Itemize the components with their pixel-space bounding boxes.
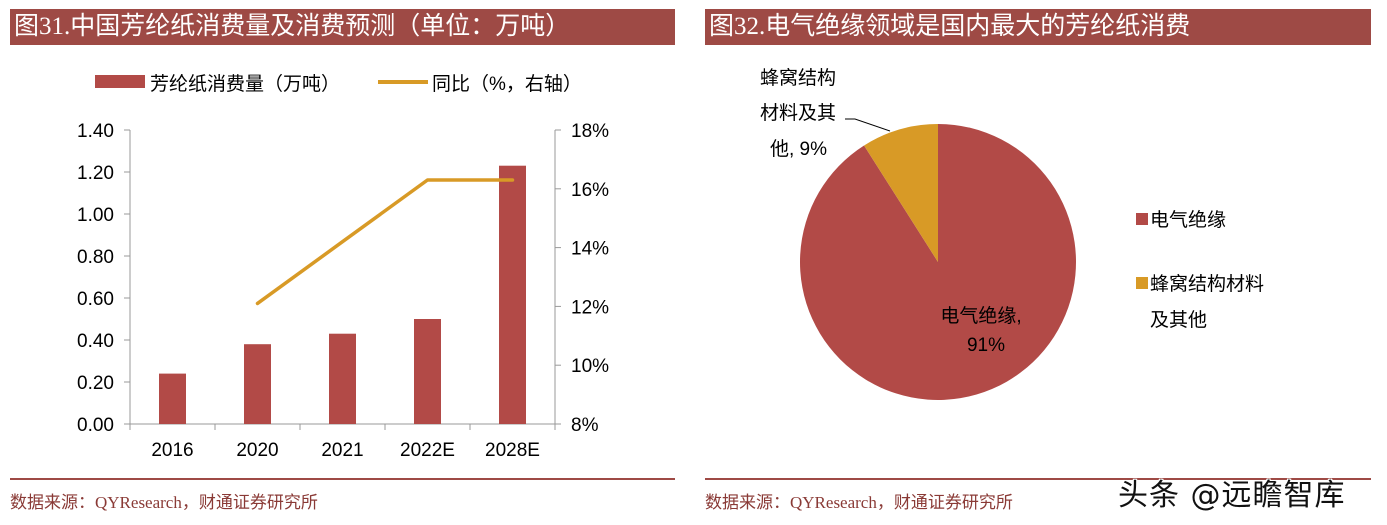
- legend-swatch: [1136, 213, 1148, 225]
- y-tick-label: 1.40: [77, 121, 114, 142]
- y-tick-label: 1.20: [77, 163, 114, 184]
- watermark: 头条 @远瞻智库: [1118, 478, 1346, 513]
- footer-divider: [10, 478, 675, 480]
- chart-title: 图32.电气绝缘领域是国内最大的芳纶纸消费: [705, 9, 1371, 45]
- svg-text:材料及其: 材料及其: [760, 102, 836, 124]
- legend-label: 及其他: [1150, 309, 1207, 331]
- y2-tick-label: 12%: [571, 297, 609, 318]
- legend-label: 蜂窝结构材料: [1150, 273, 1264, 295]
- data-source: 数据来源：QYResearch，财通证券研究所: [705, 493, 1013, 512]
- footer-divider: [705, 478, 1371, 480]
- right-chart-panel: 图32.电气绝缘领域是国内最大的芳纶纸消费 电气绝缘, 91% 蜂窝结构材料及其他,…: [695, 0, 1387, 525]
- x-tick-label: 2028E: [485, 440, 540, 461]
- bar: [499, 165, 526, 424]
- x-axis: 2016 2020 2021 2022E 2028E: [124, 423, 556, 461]
- legend-label: 芳纶纸消费量（万吨）: [150, 73, 340, 95]
- bar: [329, 333, 356, 424]
- legend-swatch: [1136, 277, 1148, 289]
- chart-title: 图31.中国芳纶纸消费量及消费预测（单位：万吨）: [10, 9, 675, 45]
- y-tick-label: 0.40: [77, 331, 114, 352]
- y2-tick-label: 16%: [571, 180, 609, 201]
- left-y-axis: 0.00 0.20 0.40 0.60 0.80 1.00 1.20 1.40: [77, 121, 131, 436]
- y-tick-label: 0.60: [77, 289, 114, 310]
- y2-tick-label: 14%: [571, 239, 609, 260]
- y-tick-label: 1.00: [77, 205, 114, 226]
- x-tick-label: 2022E: [400, 440, 455, 461]
- chart-legend: 芳纶纸消费量（万吨） 同比（%，右轴）: [95, 73, 582, 95]
- legend-label: 电气绝缘: [1150, 209, 1226, 231]
- x-tick-label: 2020: [236, 440, 278, 461]
- pie-slice: [864, 124, 938, 262]
- y-tick-label: 0.20: [77, 373, 114, 394]
- y2-tick-label: 18%: [571, 121, 609, 142]
- svg-text:91%: 91%: [967, 335, 1005, 356]
- leader-line: [845, 118, 891, 132]
- bar: [159, 373, 186, 424]
- legend-bar-swatch: [95, 75, 145, 88]
- svg-text:他, 9%: 他, 9%: [770, 138, 827, 160]
- svg-text:蜂窝结构: 蜂窝结构: [760, 67, 836, 89]
- bar-line-chart: 芳纶纸消费量（万吨） 同比（%，右轴） 0.00 0.20 0.40 0.60 0.80 1.…: [77, 73, 609, 461]
- y2-tick-label: 8%: [571, 415, 599, 436]
- y-tick-label: 0.80: [77, 247, 114, 268]
- data-source: 数据来源：QYResearch，财通证券研究所: [10, 493, 318, 512]
- right-y-axis: 8% 10% 12% 14% 16% 18%: [554, 121, 609, 436]
- legend-label: 同比（%，右轴）: [432, 73, 582, 95]
- pie-slices: [800, 124, 1076, 400]
- x-tick-label: 2021: [321, 440, 363, 461]
- yoy-line: [255, 178, 515, 306]
- left-chart-panel: 图31.中国芳纶纸消费量及消费预测（单位：万吨） 芳纶纸消费量（万吨） 同比（%，…: [0, 0, 690, 525]
- bar: [414, 319, 441, 424]
- y-tick-label: 0.00: [77, 415, 114, 436]
- x-tick-label: 2016: [151, 440, 193, 461]
- y2-tick-label: 10%: [571, 356, 609, 377]
- svg-text:电气绝缘,: 电气绝缘,: [940, 305, 1021, 327]
- bar: [244, 344, 271, 424]
- bar-series: [159, 165, 526, 424]
